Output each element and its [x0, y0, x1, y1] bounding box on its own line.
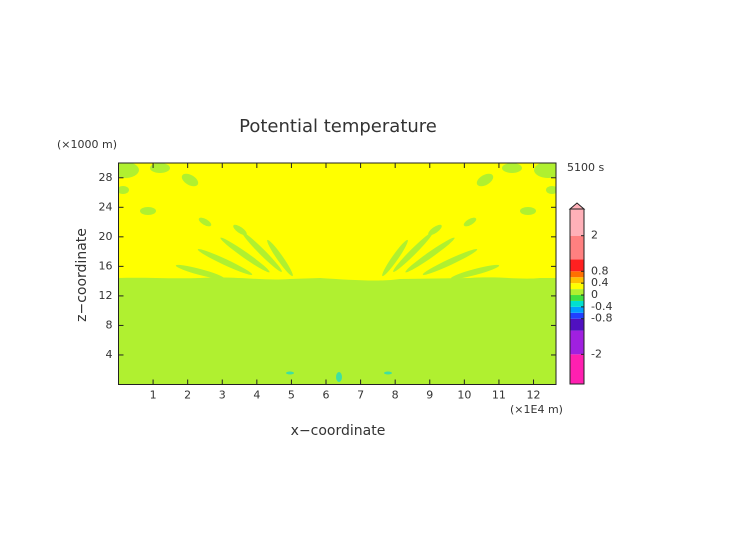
- colorbar-band: [570, 283, 584, 290]
- colorbar-band: [570, 289, 584, 296]
- x-tick-label: 10: [457, 389, 471, 402]
- x-tick-label: 3: [219, 389, 226, 402]
- y-tick-label: 20: [99, 230, 113, 243]
- y-tick-label: 4: [106, 348, 113, 361]
- colorbar-band: [570, 312, 584, 319]
- x-tick-label: 1: [150, 389, 157, 402]
- colorbar-tick-label: -2: [591, 347, 602, 360]
- y-tick-label: 28: [99, 171, 113, 184]
- x-tick-label: 12: [527, 389, 541, 402]
- colorbar-band: [570, 295, 584, 301]
- colorbar-band: [570, 271, 584, 278]
- x-tick-label: 7: [357, 389, 364, 402]
- y-tick-label: 24: [99, 200, 113, 213]
- colorbar-tick-label: -0.4: [591, 300, 612, 313]
- colorbar-tick-label: 0.8: [591, 264, 609, 277]
- x-axis-label: x−coordinate: [291, 423, 386, 439]
- colorbar-band: [570, 306, 584, 313]
- y-tick-label: 16: [99, 259, 113, 272]
- time-label: 5100 s: [567, 161, 604, 174]
- contour-field: [118, 163, 556, 385]
- colorbar-band: [570, 330, 584, 355]
- y-axis-label: z−coordinate: [74, 228, 90, 322]
- colorbar-tick-label: 0.4: [591, 276, 609, 289]
- x-tick-label: 9: [426, 389, 433, 402]
- colorbar-tick-label: -0.8: [591, 312, 612, 325]
- x-tick-label: 2: [184, 389, 191, 402]
- x-tick-label: 11: [492, 389, 506, 402]
- x-tick-label: 4: [253, 389, 260, 402]
- colorbar-extension: [568, 202, 586, 210]
- colorbar-band: [570, 354, 584, 384]
- y-tick-label: 12: [99, 289, 113, 302]
- colorbar-band: [570, 277, 584, 284]
- y-unit: (×1000 m): [57, 138, 117, 151]
- colorbar-frame: [569, 208, 585, 385]
- x-tick-label: 8: [392, 389, 399, 402]
- x-unit: (×1E4 m): [510, 403, 563, 416]
- y-tick-label: 8: [106, 318, 113, 331]
- colorbar-tick-label: 2: [591, 229, 598, 242]
- colorbar-tick-label: 0: [591, 288, 598, 301]
- colorbar-band: [570, 209, 584, 236]
- chart-title: Potential temperature: [239, 116, 437, 137]
- colorbar-band: [570, 235, 584, 260]
- x-tick-label: 6: [323, 389, 330, 402]
- plot-frame: [118, 162, 557, 385]
- colorbar-band: [570, 300, 584, 307]
- colorbar-band: [570, 259, 584, 272]
- colorbar-band: [570, 318, 584, 331]
- x-tick-label: 5: [288, 389, 295, 402]
